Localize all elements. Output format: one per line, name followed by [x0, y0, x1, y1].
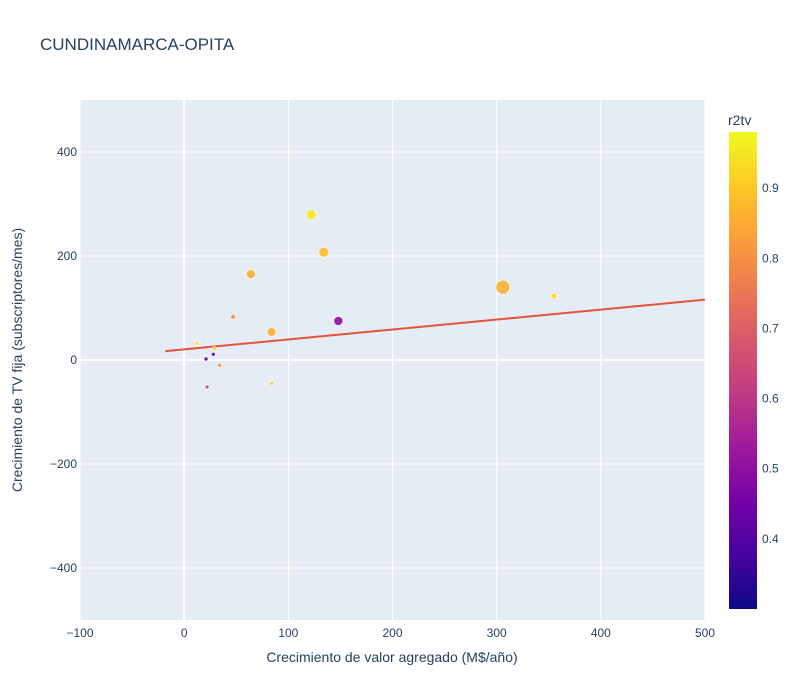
- data-point: [217, 362, 222, 368]
- chart-title: CUNDINAMARCA-OPITA: [40, 35, 235, 54]
- colorbar-tick-label: 0.8: [762, 251, 779, 265]
- x-tick-label: −100: [66, 626, 93, 640]
- colorbar-tick-label: 0.5: [762, 462, 779, 476]
- trendline-layer: [165, 298, 706, 353]
- y-tick-label: −400: [50, 561, 77, 575]
- x-axis-title: Crecimiento de valor agregado (M$/año): [266, 649, 517, 665]
- data-point: [550, 292, 558, 300]
- colorbar-tick-label: 0.7: [762, 321, 779, 335]
- trendline: [165, 298, 706, 353]
- y-tick-label: 200: [57, 249, 77, 263]
- data-point: [204, 384, 210, 390]
- data-point: [203, 356, 209, 362]
- y-tick-label: 400: [57, 145, 77, 159]
- y-tick-label: −200: [50, 457, 77, 471]
- grid-lines: [79, 100, 706, 620]
- data-point: [230, 314, 236, 320]
- colorbar-tick-label: 0.9: [762, 181, 779, 195]
- data-point: [211, 351, 216, 357]
- data-point: [246, 269, 256, 280]
- x-tick-label: 100: [278, 626, 298, 640]
- data-point: [269, 381, 274, 386]
- x-tick-label: 400: [591, 626, 611, 640]
- colorbar-gradient: [729, 132, 757, 609]
- y-tick-label: 0: [70, 353, 77, 367]
- colorbar-title: r2tv: [728, 112, 751, 128]
- points-layer: [194, 209, 558, 390]
- data-point: [495, 279, 511, 295]
- data-point: [333, 316, 344, 326]
- y-axis-title: Crecimiento de TV fija (subscriptores/me…: [9, 228, 25, 492]
- colorbar-tick-label: 0.4: [762, 532, 779, 546]
- data-point: [266, 327, 277, 337]
- x-tick-label: 300: [487, 626, 507, 640]
- data-point: [318, 247, 330, 258]
- x-tick-label: 500: [695, 626, 715, 640]
- colorbar-ticks: 0.4 0.5 0.6 0.7 0.8 0.9: [762, 181, 779, 546]
- data-point: [194, 341, 199, 346]
- data-point: [212, 346, 217, 351]
- x-tick-label: 0: [181, 626, 188, 640]
- data-point: [305, 209, 317, 220]
- colorbar: r2tv 0.4 0.5 0.6 0.7 0.8 0.9: [728, 112, 779, 609]
- x-tick-label: 200: [382, 626, 402, 640]
- colorbar-tick-label: 0.6: [762, 392, 779, 406]
- tick-labels: −100 0 100 200 300 400 500 −400 −200 0 200 400: [50, 145, 715, 640]
